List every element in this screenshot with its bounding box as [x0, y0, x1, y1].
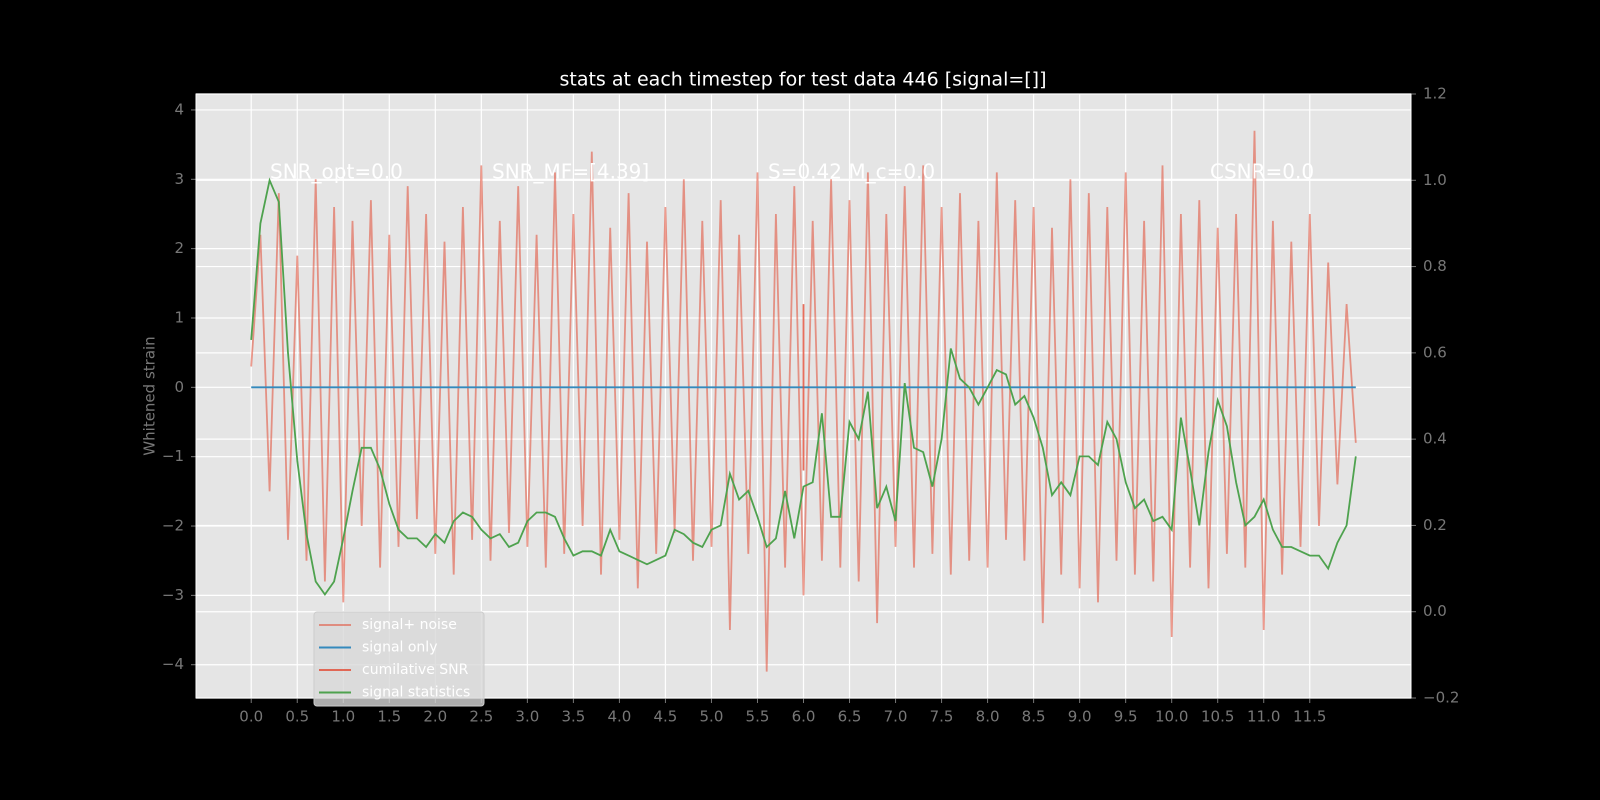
- x-tick-label: 3.0: [515, 708, 539, 726]
- chart-title: stats at each timestep for test data 446…: [559, 69, 1046, 91]
- y-tick-label: 0: [174, 378, 184, 396]
- legend-label: signal statistics: [362, 685, 470, 701]
- y2-tick-label: −0.2: [1423, 689, 1459, 707]
- x-tick-label: 0.0: [239, 708, 263, 726]
- legend-label: signal+ noise: [362, 617, 457, 633]
- x-tick-label: 1.5: [377, 708, 401, 726]
- x-tick-label: 11.0: [1247, 708, 1280, 726]
- x-tick-label: 9.0: [1068, 708, 1092, 726]
- y-tick-label: −4: [162, 655, 184, 673]
- x-tick-label: 8.5: [1022, 708, 1046, 726]
- y-tick-label: 4: [174, 100, 184, 118]
- annotation: SNR_MF=[4.39]: [492, 160, 649, 184]
- series-line: [250, 177, 1357, 597]
- x-tick-label: 3.5: [561, 708, 585, 726]
- x-tick-label: 10.5: [1201, 708, 1234, 726]
- y2-tick-label: 1.0: [1423, 171, 1447, 189]
- x-tick-label: 7.0: [884, 708, 908, 726]
- axes-frame: [195, 93, 1412, 699]
- x-tick-label: 4.0: [607, 708, 631, 726]
- x-tick-label: 10.0: [1155, 708, 1188, 726]
- y-tick-label: 1: [174, 308, 184, 326]
- x-tick-label: 4.5: [654, 708, 678, 726]
- x-tick-label: 9.5: [1114, 708, 1138, 726]
- y2-tick-label: 1.2: [1423, 85, 1447, 103]
- x-tick-label: 6.0: [792, 708, 816, 726]
- y-tick-label: 3: [174, 170, 184, 188]
- x-tick-label: 2.0: [423, 708, 447, 726]
- annotation: CSNR=0.0: [1210, 160, 1314, 184]
- x-tick-label: 11.5: [1293, 708, 1326, 726]
- x-tick-label: 0.5: [285, 708, 309, 726]
- y-tick-label: −3: [162, 586, 184, 604]
- y-tick-label: −1: [162, 447, 184, 465]
- y2-tick-label: 0.8: [1423, 257, 1447, 275]
- y-axis-label: Whitened strain: [141, 336, 159, 455]
- annotation: SNR_opt=0.0: [270, 160, 403, 184]
- x-tick-label: 1.0: [331, 708, 355, 726]
- y2-tick-label: 0.2: [1423, 516, 1447, 534]
- x-tick-label: 6.5: [838, 708, 862, 726]
- legend-label: signal only: [362, 640, 437, 656]
- x-tick-label: 8.0: [976, 708, 1000, 726]
- legend-box: [313, 611, 485, 707]
- series-line: [250, 130, 1357, 672]
- y2-tick-label: 0.4: [1423, 430, 1447, 448]
- x-tick-label: 2.5: [469, 708, 493, 726]
- y2-tick-label: 0.6: [1423, 343, 1447, 361]
- y2-tick-label: 0.0: [1423, 602, 1447, 620]
- x-tick-label: 5.5: [746, 708, 770, 726]
- x-tick-label: 7.5: [930, 708, 954, 726]
- annotation: S=0.42 M_c=0.0: [768, 160, 935, 184]
- x-tick-label: 5.0: [700, 708, 724, 726]
- y-tick-label: 2: [174, 239, 184, 257]
- legend-label: cumilative SNR: [362, 662, 469, 678]
- y-tick-label: −2: [162, 517, 184, 535]
